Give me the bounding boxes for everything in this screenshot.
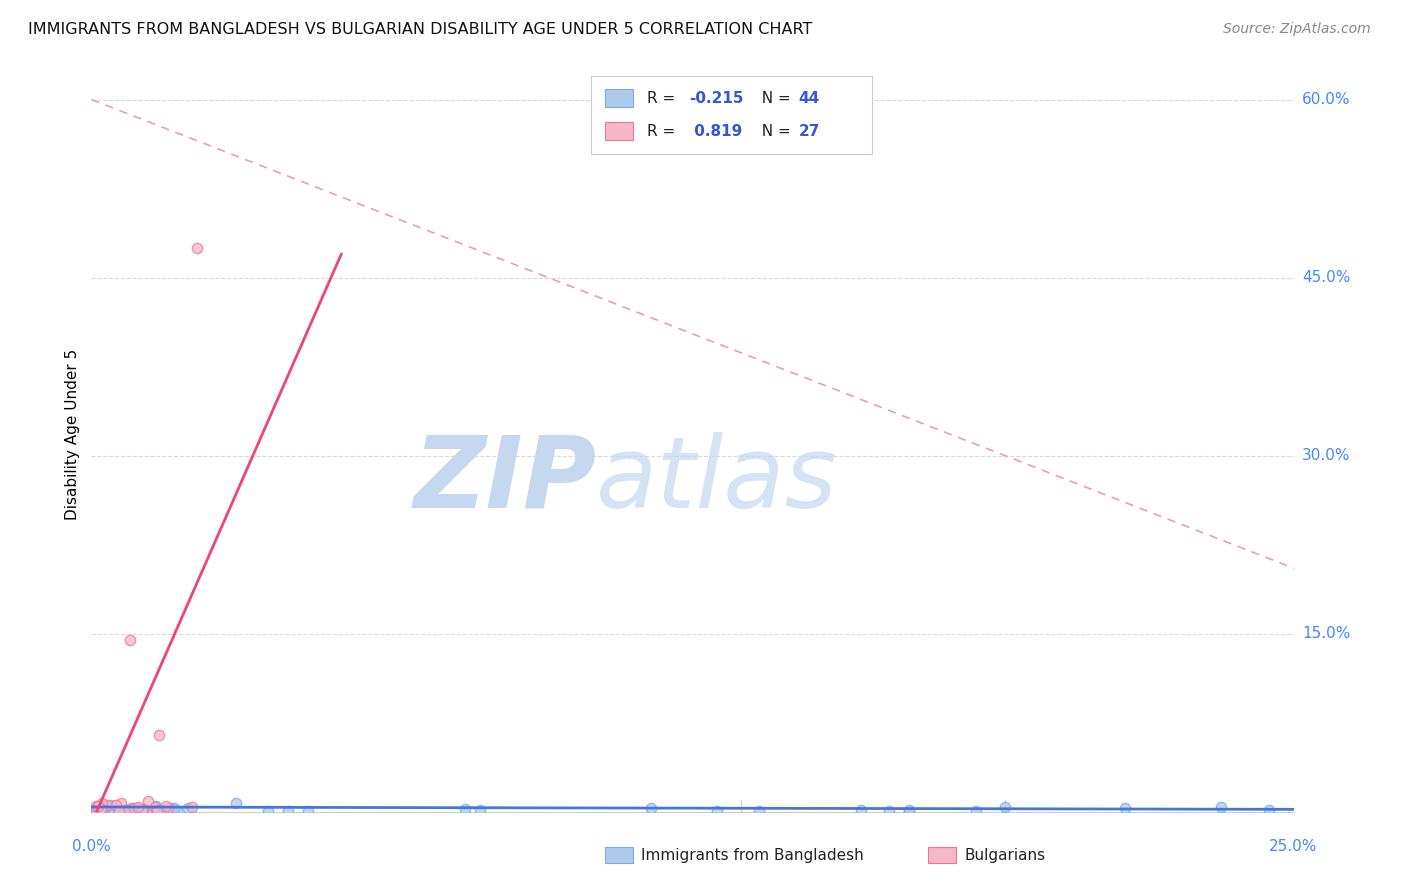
- Point: [877, 804, 900, 818]
- Point: [994, 799, 1017, 814]
- Text: 30.0%: 30.0%: [1302, 448, 1350, 463]
- Point: [143, 800, 166, 814]
- Text: R =: R =: [647, 124, 681, 138]
- Point: [146, 803, 169, 817]
- Point: [257, 804, 280, 818]
- Text: -0.215: -0.215: [689, 91, 744, 105]
- Point: [706, 804, 728, 818]
- Point: [100, 797, 122, 812]
- Point: [86, 799, 108, 814]
- Text: 15.0%: 15.0%: [1302, 626, 1350, 641]
- Point: [277, 804, 299, 818]
- Point: [1211, 799, 1233, 814]
- Point: [1258, 804, 1281, 818]
- Point: [453, 802, 475, 816]
- Point: [640, 801, 662, 815]
- Point: [118, 632, 141, 647]
- Point: [125, 800, 148, 814]
- Point: [166, 804, 188, 818]
- Point: [122, 801, 145, 815]
- Point: [91, 804, 114, 818]
- Point: [160, 800, 183, 814]
- Point: [90, 802, 112, 816]
- Point: [114, 803, 136, 817]
- Point: [181, 799, 204, 814]
- Point: [112, 803, 135, 817]
- Point: [132, 802, 155, 816]
- Point: [177, 800, 200, 814]
- Point: [117, 803, 139, 817]
- Point: [120, 804, 142, 818]
- Point: [155, 798, 177, 813]
- Text: 0.819: 0.819: [689, 124, 742, 138]
- Point: [121, 804, 143, 818]
- Point: [849, 803, 872, 817]
- Point: [107, 803, 129, 817]
- Point: [120, 800, 142, 814]
- Point: [1114, 801, 1136, 815]
- Point: [84, 803, 107, 817]
- Point: [84, 801, 107, 815]
- Text: 60.0%: 60.0%: [1302, 92, 1350, 107]
- Point: [135, 804, 157, 818]
- Point: [104, 798, 127, 813]
- Point: [470, 804, 492, 818]
- Point: [84, 804, 107, 818]
- Point: [135, 804, 157, 818]
- Point: [152, 803, 174, 817]
- Point: [84, 798, 107, 813]
- Text: Bulgarians: Bulgarians: [965, 848, 1046, 863]
- Text: 44: 44: [799, 91, 820, 105]
- Point: [87, 799, 110, 814]
- Text: 0.0%: 0.0%: [72, 839, 111, 855]
- Point: [138, 803, 160, 817]
- Point: [91, 796, 114, 810]
- Text: 25.0%: 25.0%: [1270, 839, 1317, 855]
- Y-axis label: Disability Age Under 5: Disability Age Under 5: [65, 350, 80, 520]
- Point: [93, 804, 115, 818]
- Text: Source: ZipAtlas.com: Source: ZipAtlas.com: [1223, 22, 1371, 37]
- Point: [897, 804, 920, 818]
- Point: [297, 804, 319, 818]
- Point: [94, 800, 117, 814]
- Point: [127, 800, 149, 814]
- Point: [225, 797, 247, 811]
- Point: [87, 804, 110, 818]
- Text: 45.0%: 45.0%: [1302, 270, 1350, 285]
- Point: [897, 803, 920, 817]
- Text: IMMIGRANTS FROM BANGLADESH VS BULGARIAN DISABILITY AGE UNDER 5 CORRELATION CHART: IMMIGRANTS FROM BANGLADESH VS BULGARIAN …: [28, 22, 813, 37]
- Point: [138, 794, 160, 808]
- Point: [155, 804, 177, 818]
- Text: ZIP: ZIP: [413, 432, 596, 529]
- Point: [965, 804, 987, 818]
- Point: [157, 800, 180, 814]
- Point: [96, 797, 118, 812]
- Point: [748, 804, 770, 818]
- Point: [89, 804, 111, 818]
- Text: N =: N =: [752, 91, 796, 105]
- Text: 27: 27: [799, 124, 820, 138]
- Point: [145, 799, 167, 814]
- Point: [146, 804, 169, 818]
- Text: Immigrants from Bangladesh: Immigrants from Bangladesh: [641, 848, 863, 863]
- Text: N =: N =: [752, 124, 796, 138]
- Point: [90, 802, 112, 816]
- Point: [108, 804, 131, 818]
- Point: [110, 796, 132, 810]
- Point: [131, 803, 153, 817]
- Point: [186, 241, 208, 255]
- Point: [148, 728, 170, 742]
- Text: atlas: atlas: [596, 432, 838, 529]
- Point: [163, 801, 186, 815]
- Text: R =: R =: [647, 91, 681, 105]
- Point: [122, 804, 145, 818]
- Point: [84, 802, 107, 816]
